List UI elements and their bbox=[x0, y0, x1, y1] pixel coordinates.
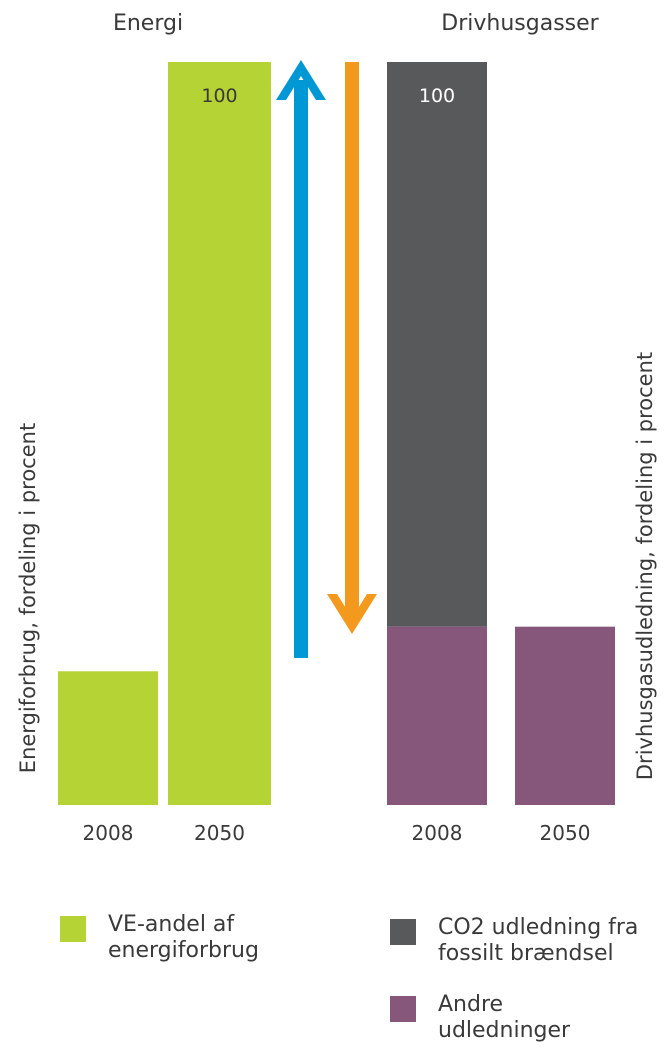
energy-bars: 2008 100 2050 bbox=[58, 62, 271, 845]
energy-tick-label-2008: 2008 bbox=[83, 821, 134, 845]
ghg-y-axis-label: Drivhusgasudledning, fordeling i procent bbox=[633, 352, 657, 780]
decrease-arrow bbox=[327, 62, 377, 634]
energy-y-axis-label: Energiforbrug, fordeling i procent bbox=[16, 423, 40, 773]
ghg-data-label-2008: 100 bbox=[419, 85, 455, 107]
ghg-bar-2008-series-0 bbox=[387, 626, 487, 805]
energy-bar-2008-series-0 bbox=[58, 671, 158, 805]
energy-data-label-2050: 100 bbox=[201, 85, 237, 107]
increase-arrow bbox=[276, 60, 326, 658]
energy-chart-title: Energi bbox=[113, 11, 183, 36]
ghg-tick-label-2008: 2008 bbox=[412, 821, 463, 845]
ghg-chart-title: Drivhusgasser bbox=[441, 11, 599, 36]
ghg-tick-label-2050: 2050 bbox=[540, 821, 591, 845]
ghg-bar-2008-series-1 bbox=[387, 62, 487, 627]
ghg-bar-2050-series-0 bbox=[515, 626, 615, 805]
ghg-bars: 100 2008 2050 bbox=[387, 62, 615, 845]
energy-bar-2050-series-0 bbox=[168, 62, 271, 805]
energy-tick-label-2050: 2050 bbox=[194, 821, 245, 845]
